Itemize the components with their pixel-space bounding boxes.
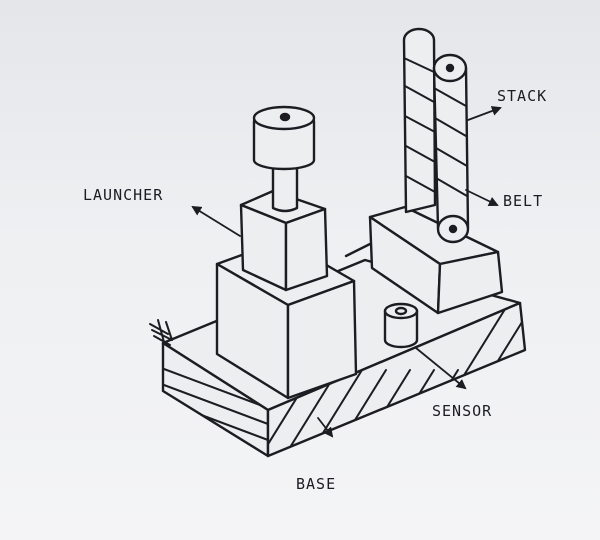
sensor-hole <box>394 306 408 316</box>
sensor-arrow <box>415 347 467 390</box>
sensor-top <box>383 302 419 320</box>
belt-bottom-roller-axle <box>448 224 458 234</box>
sensor <box>383 302 419 349</box>
launcher-lower-right <box>286 279 358 400</box>
belt-top-roller-axle <box>445 63 455 73</box>
base-corner-scribble <box>149 319 173 346</box>
launcher-cylinder-body <box>252 119 316 171</box>
stack-connector <box>344 242 372 258</box>
belt-arrow <box>465 189 499 207</box>
stack <box>344 27 504 315</box>
leader-arrows <box>191 106 502 438</box>
sensor-body <box>383 309 419 349</box>
sensor-label: SENSOR <box>432 402 493 420</box>
stack-block-right <box>436 250 504 315</box>
launcher-upper-right <box>284 207 329 292</box>
launcher <box>215 105 358 400</box>
base-arrow <box>317 417 334 438</box>
stack-back-roller <box>402 27 437 214</box>
belt <box>403 53 470 244</box>
belt-label: BELT <box>503 192 544 210</box>
stack-label: STACK <box>497 87 548 105</box>
base-label: BASE <box>296 475 337 493</box>
belt-stripes <box>403 57 468 197</box>
launcher-arrow <box>191 205 241 237</box>
launcher-cylinder-hole <box>279 112 291 122</box>
launcher-post <box>271 165 299 213</box>
launcher-label: LAUNCHER <box>83 186 164 204</box>
stack-arrow <box>467 106 502 121</box>
